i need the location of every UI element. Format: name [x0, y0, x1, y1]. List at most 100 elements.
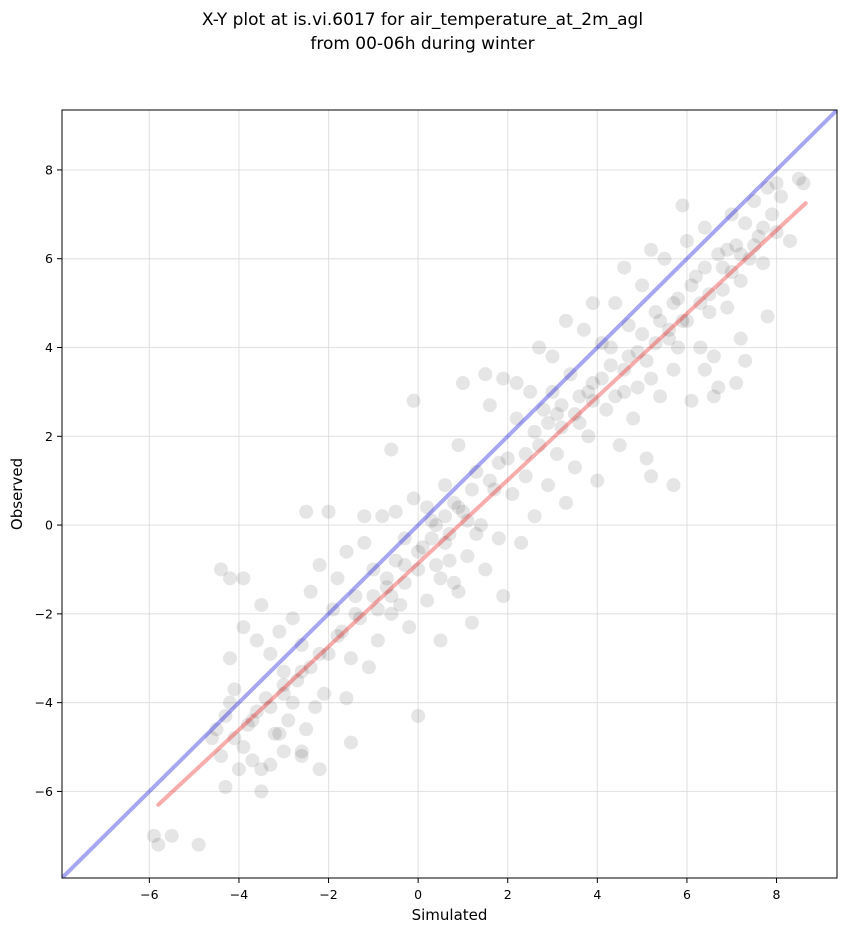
data-point [263, 700, 278, 715]
data-point [249, 704, 264, 719]
data-point [527, 424, 542, 439]
data-point [460, 513, 475, 528]
data-point [388, 504, 403, 519]
data-point [648, 336, 663, 351]
data-point [464, 615, 479, 630]
y-tick-label: −2 [35, 606, 53, 621]
data-point [675, 313, 690, 328]
data-point [509, 376, 524, 391]
data-point [276, 744, 291, 759]
data-point [411, 562, 426, 577]
data-point [218, 708, 233, 723]
data-point [496, 589, 511, 604]
data-point [236, 571, 251, 586]
data-point [545, 384, 560, 399]
data-point [379, 580, 394, 595]
data-point [460, 549, 475, 564]
data-point [617, 384, 632, 399]
data-point [276, 664, 291, 679]
data-point [742, 251, 757, 266]
data-point [218, 779, 233, 794]
data-point [603, 358, 618, 373]
data-point [666, 362, 681, 377]
data-point [630, 344, 645, 359]
data-point [254, 597, 269, 612]
data-point [733, 247, 748, 262]
data-point [702, 304, 717, 319]
data-point [711, 247, 726, 262]
data-point [760, 180, 775, 195]
data-point [478, 367, 493, 382]
data-point [760, 309, 775, 324]
chart-title: X-Y plot at is.vi.6017 for air_temperatu… [0, 8, 845, 56]
data-point [693, 296, 708, 311]
x-tick-label: −2 [319, 887, 337, 902]
data-point [541, 415, 556, 430]
data-point [756, 220, 771, 235]
data-point [505, 487, 520, 501]
data-point [585, 296, 600, 311]
data-point [590, 473, 605, 488]
data-point [326, 602, 341, 617]
data-point [594, 371, 609, 386]
x-tick-label: 8 [773, 887, 781, 902]
data-point [464, 482, 479, 497]
data-point [550, 447, 565, 462]
data-point [688, 269, 703, 284]
y-axis-label: Observed [8, 458, 26, 530]
data-point [375, 509, 390, 524]
data-point [451, 500, 466, 515]
data-point [245, 713, 260, 728]
data-point [782, 233, 797, 248]
data-point [648, 304, 663, 319]
data-point [411, 708, 426, 723]
data-point [415, 540, 430, 555]
data-point [639, 353, 654, 368]
data-point [442, 526, 457, 541]
data-point [424, 531, 439, 546]
data-point [473, 518, 488, 533]
data-point [541, 478, 556, 493]
data-point [442, 553, 457, 568]
data-point [653, 389, 668, 404]
y-tick-label: −4 [35, 695, 53, 710]
data-point [276, 686, 291, 701]
data-point [424, 513, 439, 528]
data-point [384, 589, 399, 604]
data-point [518, 469, 533, 484]
x-tick-label: 0 [414, 887, 422, 902]
data-point [222, 651, 237, 666]
data-point [679, 233, 694, 248]
data-point [684, 278, 699, 293]
data-point [729, 238, 744, 253]
data-point [617, 260, 632, 275]
data-point [317, 686, 332, 701]
data-point [751, 229, 766, 244]
data-point [366, 562, 381, 577]
data-point [406, 393, 421, 408]
data-point [662, 331, 677, 346]
data-point [581, 384, 596, 399]
data-point [491, 531, 506, 546]
data-point [747, 194, 762, 209]
data-point [222, 571, 237, 586]
data-point [433, 571, 448, 586]
data-point [352, 611, 367, 626]
data-point [438, 478, 453, 493]
data-point [438, 535, 453, 550]
data-point [393, 597, 408, 612]
data-point [312, 762, 327, 777]
data-point [796, 176, 811, 191]
data-point [361, 660, 376, 675]
data-point [254, 762, 269, 777]
data-point [769, 176, 784, 191]
data-point [370, 633, 385, 648]
chart-title-line-1: X-Y plot at is.vi.6017 for air_temperatu… [201, 10, 644, 30]
data-point [563, 367, 578, 382]
data-point [720, 242, 735, 257]
data-point [608, 296, 623, 311]
x-tick-label: −6 [140, 887, 158, 902]
data-point [576, 322, 591, 337]
data-point [384, 606, 399, 621]
data-point [209, 722, 224, 737]
